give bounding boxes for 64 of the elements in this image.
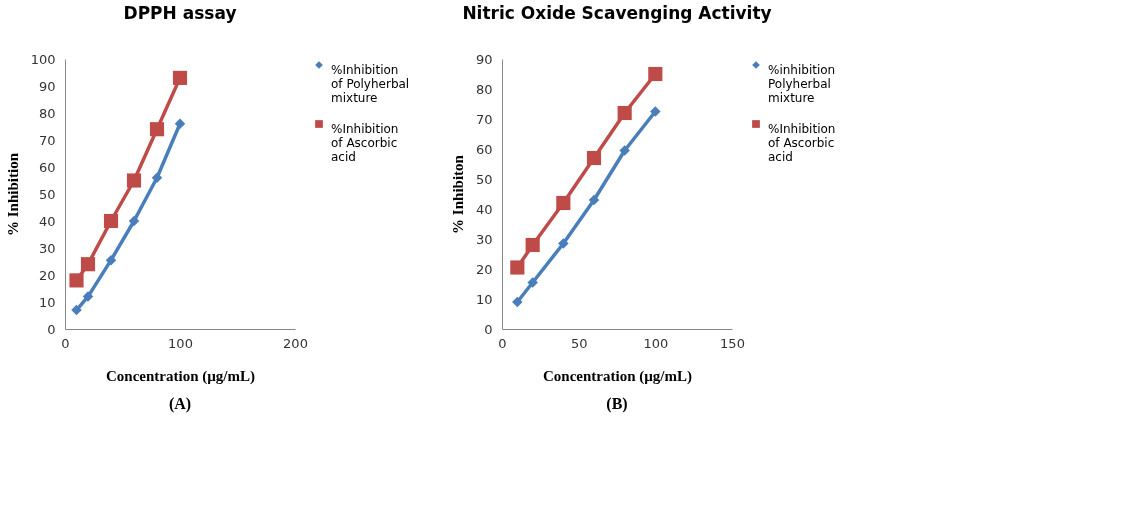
point: [126, 173, 142, 188]
point: [650, 106, 661, 117]
y-tick-label: 20: [475, 261, 493, 277]
legend-label: %Inhibition of Ascorbic acid: [768, 122, 836, 164]
y-tick-label: 70: [38, 132, 56, 148]
y-tick-label: 0: [47, 321, 56, 337]
point: [80, 257, 96, 272]
point: [527, 277, 538, 288]
y-tick-label: 70: [475, 111, 493, 127]
legend-label: %inhibition Polyherbal mixture: [768, 63, 836, 105]
point: [648, 66, 663, 82]
y-tick-label: 30: [475, 231, 493, 247]
point: [128, 215, 140, 227]
x-axis-title: Concentration (µg/mL): [105, 367, 256, 385]
x-tick-label: 100: [643, 335, 669, 351]
y-tick-label: 100: [30, 51, 56, 67]
legend-label: %Inhibition of Polyherbal mixture: [331, 63, 410, 105]
y-tick-label: 40: [38, 213, 56, 229]
y-tick-label: 90: [475, 51, 493, 67]
y-tick-label: 40: [475, 201, 493, 217]
x-axis-title: Concentration (µg/mL): [542, 367, 693, 385]
text: (B): [606, 395, 628, 413]
point: [512, 296, 523, 308]
point: [586, 150, 602, 166]
x-tick-label: 50: [570, 335, 588, 351]
point: [103, 213, 119, 229]
y-tick-label: 20: [38, 267, 56, 283]
point: [556, 195, 571, 211]
y-axis-title: % Inhibition: [4, 152, 21, 236]
point: [71, 304, 82, 316]
text: (A): [168, 395, 192, 413]
point: [174, 118, 186, 130]
point: [105, 254, 117, 266]
point: [510, 260, 525, 275]
y-tick-label: 60: [475, 141, 493, 157]
point: [525, 237, 540, 253]
point: [617, 105, 632, 121]
chart-title: DPPH assay: [123, 3, 237, 23]
point: [588, 194, 600, 206]
y-tick-label: 30: [38, 240, 56, 256]
x-tick-label: 0: [61, 335, 70, 351]
point: [619, 145, 630, 156]
legend-label: %Inhibition of Ascorbic acid: [331, 122, 399, 164]
point: [82, 291, 94, 302]
point: [558, 238, 569, 249]
y-tick-label: 80: [38, 105, 56, 121]
x-tick-label: 150: [720, 335, 745, 351]
point: [172, 70, 188, 85]
y-tick-label: 0: [484, 321, 493, 337]
point: [151, 172, 163, 184]
point: [149, 122, 165, 137]
x-tick-label: 100: [168, 335, 193, 351]
y-tick-label: 10: [475, 291, 493, 307]
y-tick-label: 50: [38, 186, 56, 202]
y-tick-label: 80: [475, 81, 493, 97]
y-axis-title: % Inhibiton: [449, 154, 466, 234]
y-tick-label: 60: [38, 159, 56, 175]
y-tick-label: 10: [38, 294, 56, 310]
chart-title: Nitric Oxide Scavenging Activity: [462, 3, 772, 23]
y-tick-label: 50: [475, 171, 493, 187]
x-tick-label: 200: [283, 335, 308, 351]
x-tick-label: 0: [498, 335, 507, 351]
point: [69, 273, 84, 288]
y-tick-label: 90: [38, 78, 56, 94]
